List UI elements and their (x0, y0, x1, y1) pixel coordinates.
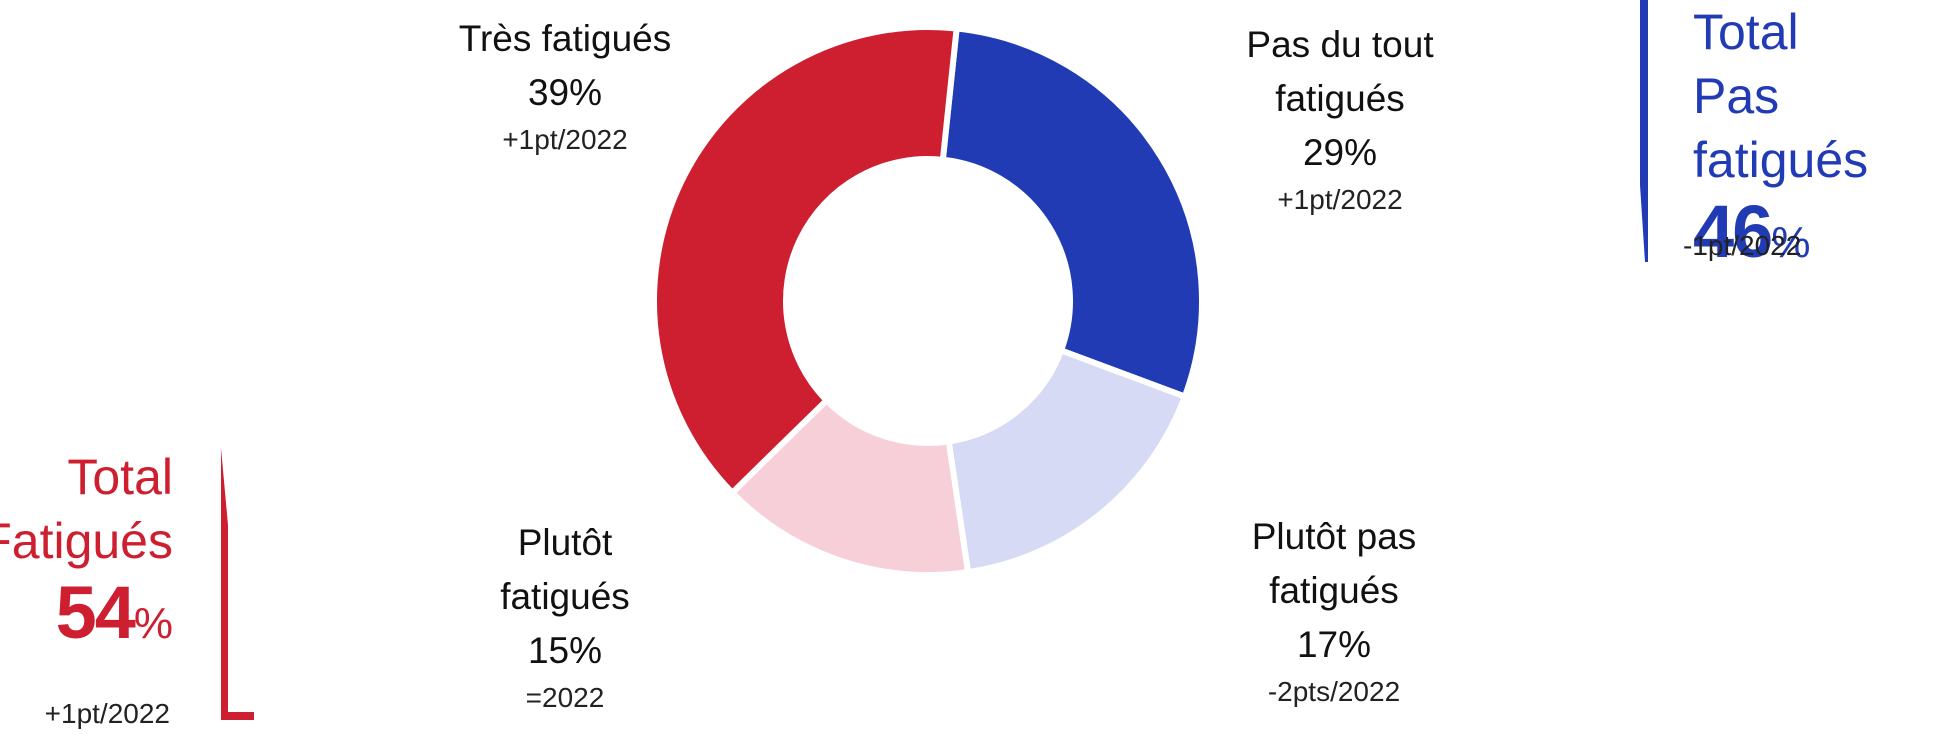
value-label: 15% (527, 630, 603, 671)
category-name: Plutôt fatigués (500, 522, 630, 617)
change-label: +1pt/2022 (1277, 184, 1403, 215)
total-change: +1pt/2022 (44, 698, 170, 729)
category-name: Très fatigués (458, 18, 672, 59)
total-unit: % (1771, 218, 1811, 267)
total-unit: % (133, 599, 173, 648)
change-label: =2022 (525, 682, 605, 713)
change-label: +1pt/2022 (502, 124, 628, 155)
total-title: Total (67, 449, 173, 505)
value-label: 29% (1302, 132, 1378, 173)
value-label: 39% (527, 72, 603, 113)
total-number: 46 (1693, 190, 1773, 273)
total-change: -1pt/2022 (1683, 230, 1802, 261)
total-block: Total Fatigués 54% (0, 445, 173, 674)
total-title: Fatigués (0, 513, 173, 569)
category-name: Plutôt pas fatigués (1251, 516, 1417, 611)
slice-label: Très fatigués 39% +1pt/2022 (415, 12, 715, 160)
total-number: 54 (55, 571, 136, 654)
donut-slice (945, 346, 1189, 576)
slice-label: Pas du tout fatigués 29% +1pt/2022 (1220, 18, 1460, 220)
donut-slice (651, 24, 960, 497)
slice-label: Plutôt fatigués 15% =2022 (465, 516, 665, 718)
total-title: Total (1693, 4, 1799, 60)
total-block: Total Pas fatigués 46% (1693, 0, 1933, 293)
total-value: 46% (1693, 192, 1933, 293)
slice-label: Plutôt pas fatigués 17% -2pts/2022 (1214, 510, 1454, 712)
bracket (1640, 0, 1648, 262)
value-label: 17% (1296, 624, 1372, 665)
total-value: 54% (0, 573, 173, 674)
change-label: -2pts/2022 (1267, 676, 1401, 707)
total-title: Pas fatigués (1693, 68, 1869, 188)
category-name: Pas du tout fatigués (1246, 24, 1434, 119)
donut-slice (727, 396, 972, 578)
donut-slice (939, 25, 1205, 401)
bracket (221, 448, 254, 720)
